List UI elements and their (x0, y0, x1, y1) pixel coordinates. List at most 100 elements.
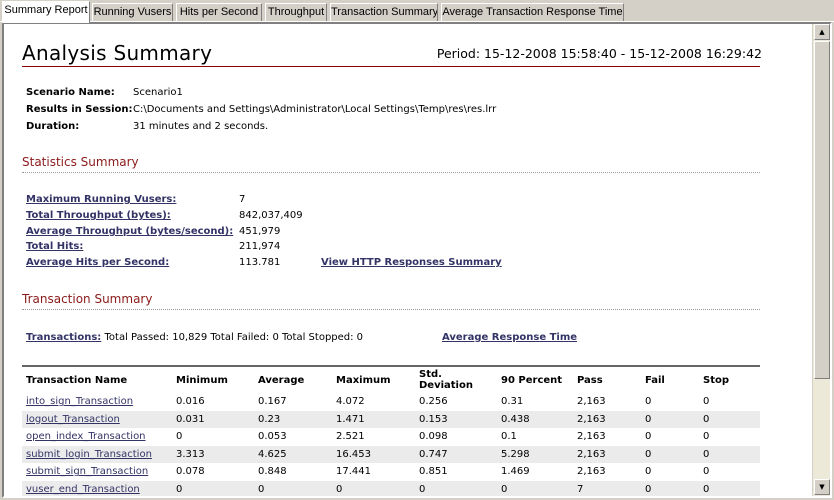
table-cell: 0 (641, 445, 699, 463)
tab-hits-per-second[interactable]: Hits per Second (176, 3, 262, 22)
transaction-heading: Transaction Summary (22, 292, 153, 306)
page-title: Analysis Summary (22, 41, 213, 65)
table-cell: 0.098 (419, 431, 448, 443)
vertical-scrollbar[interactable]: ▲ ▼ (812, 24, 830, 496)
avg-throughput-link[interactable]: Average Throughput (bytes/second): (26, 226, 234, 237)
table-row: submit_login_Transaction 3.313 4.625 16.… (22, 445, 760, 463)
table-cell: 4.072 (336, 396, 365, 408)
statistics-divider (22, 172, 760, 173)
table-cell: 17.441 (336, 466, 371, 478)
col-header[interactable]: 90 Percent (497, 365, 573, 393)
table-cell: 0.078 (176, 466, 205, 478)
total-throughput-value: 842,037,409 (239, 210, 303, 221)
table-cell: 1.469 (501, 466, 530, 478)
col-header[interactable]: Maximum (332, 365, 415, 393)
table-cell: 0.1 (501, 431, 517, 443)
col-header[interactable]: Fail (641, 365, 699, 393)
table-cell: 7 (573, 480, 641, 496)
table-header-row: Transaction Name Minimum Average Maximum… (22, 365, 760, 393)
transactions-summary: Total Passed: 10,829 Total Failed: 0 Tot… (104, 332, 364, 343)
table-cell: 0 (645, 466, 652, 478)
stat-row-avg-throughput: Average Throughput (bytes/second): 451,9… (26, 226, 280, 237)
stat-row-total-hits: Total Hits: 211,974 (26, 241, 280, 252)
col-header[interactable]: Std. Deviation (415, 365, 497, 393)
table-cell: 0 (415, 480, 497, 496)
table-cell: 0 (332, 480, 415, 496)
scenario-label: Scenario Name: (26, 87, 115, 98)
scenario-row: Scenario Name: Scenario1 (26, 87, 183, 98)
table-cell: 0 (699, 480, 760, 496)
session-label: Results in Session: (26, 104, 133, 115)
col-header[interactable]: Transaction Name (22, 365, 172, 393)
table-cell: 0.153 (415, 410, 497, 428)
table-cell: 0 (497, 480, 573, 496)
table-row: into_sign_Transaction 0.016 0.167 4.072 … (22, 393, 760, 411)
total-hits-value: 211,974 (239, 241, 281, 252)
table-cell: 0.747 (415, 445, 497, 463)
scroll-up-icon[interactable]: ▲ (814, 24, 830, 40)
avg-hits-link[interactable]: Average Hits per Second: (26, 257, 170, 268)
col-header[interactable]: Stop (699, 365, 760, 393)
tab-transaction-summary[interactable]: Transaction Summary (330, 3, 438, 22)
table-cell: 0 (641, 480, 699, 496)
cell-name: into_sign_Transaction (22, 393, 172, 411)
scrollbar-thumb[interactable] (814, 41, 830, 379)
cell-name: open_index_Transaction (22, 428, 172, 446)
tab-bar: Summary Report Running Vusers Hits per S… (0, 0, 834, 23)
table-cell: 3.313 (172, 445, 254, 463)
table-row: logout_Transaction 0.031 0.23 1.471 0.15… (22, 410, 760, 428)
table-cell: 2,163 (577, 466, 606, 478)
table-cell: 0.851 (419, 466, 448, 478)
cell-name: submit_login_Transaction (22, 445, 172, 463)
transaction-link[interactable]: submit_sign_Transaction (26, 466, 149, 478)
transaction-link[interactable]: into_sign_Transaction (26, 396, 134, 408)
table-cell: 0.053 (258, 431, 287, 443)
stat-row-max-vusers: Maximum Running Vusers: 7 (26, 194, 245, 205)
session-row: Results in Session:C:\Documents and Sett… (26, 104, 496, 115)
transactions-link[interactable]: Transactions: (26, 332, 102, 343)
table-cell: 0 (645, 396, 652, 408)
transaction-link[interactable]: submit_login_Transaction (26, 448, 152, 460)
table-cell: 0 (703, 431, 710, 443)
col-header[interactable]: Average (254, 365, 332, 393)
transaction-link[interactable]: open_index_Transaction (26, 431, 146, 443)
statistics-heading: Statistics Summary (22, 155, 139, 169)
table-cell: 0 (703, 396, 710, 408)
tab-summary-report[interactable]: Summary Report (2, 1, 90, 23)
table-cell: 2,163 (577, 396, 606, 408)
table-cell: 0 (254, 480, 332, 496)
view-http-responses-link[interactable]: View HTTP Responses Summary (321, 257, 502, 268)
transaction-divider (22, 309, 760, 310)
average-response-time-link[interactable]: Average Response Time (442, 332, 578, 343)
tab-running-vusers[interactable]: Running Vusers (92, 3, 173, 22)
table-cell: 0.031 (172, 410, 254, 428)
report-frame: Analysis Summary Period: 15-12-2008 15:5… (2, 22, 832, 498)
stat-row-avg-hits: Average Hits per Second: 113.781 View HT… (26, 257, 502, 268)
table-cell: 0 (176, 431, 183, 443)
table-cell: 0 (699, 445, 760, 463)
table-cell: 0 (699, 410, 760, 428)
tab-divider (0, 21, 834, 22)
table-row: open_index_Transaction 0 0.053 2.521 0.0… (22, 428, 760, 446)
duration-label: Duration: (26, 121, 80, 132)
duration-value: 31 minutes and 2 seconds. (133, 121, 269, 132)
table-cell: 0.438 (497, 410, 573, 428)
session-value: C:\Documents and Settings\Administrator\… (133, 104, 497, 115)
tab-throughput[interactable]: Throughput (265, 3, 327, 22)
table-cell: 5.298 (497, 445, 573, 463)
transaction-link[interactable]: vuser_end_Transaction (26, 483, 140, 495)
table-cell: 0.23 (254, 410, 332, 428)
cell-name: submit_sign_Transaction (22, 463, 172, 481)
transaction-link[interactable]: logout_Transaction (26, 413, 120, 425)
table-cell: 0 (645, 431, 652, 443)
tab-average-transaction-response-time[interactable]: Average Transaction Response Time (441, 3, 624, 22)
cell-name: vuser_end_Transaction (22, 480, 172, 496)
cell-name: logout_Transaction (22, 410, 172, 428)
col-header[interactable]: Minimum (172, 365, 254, 393)
col-header[interactable]: Pass (573, 365, 641, 393)
total-hits-link[interactable]: Total Hits: (26, 241, 84, 252)
table-cell: 0.167 (258, 396, 287, 408)
total-throughput-link[interactable]: Total Throughput (bytes): (26, 210, 171, 221)
scroll-down-icon[interactable]: ▼ (814, 479, 830, 495)
max-vusers-link[interactable]: Maximum Running Vusers: (26, 194, 177, 205)
